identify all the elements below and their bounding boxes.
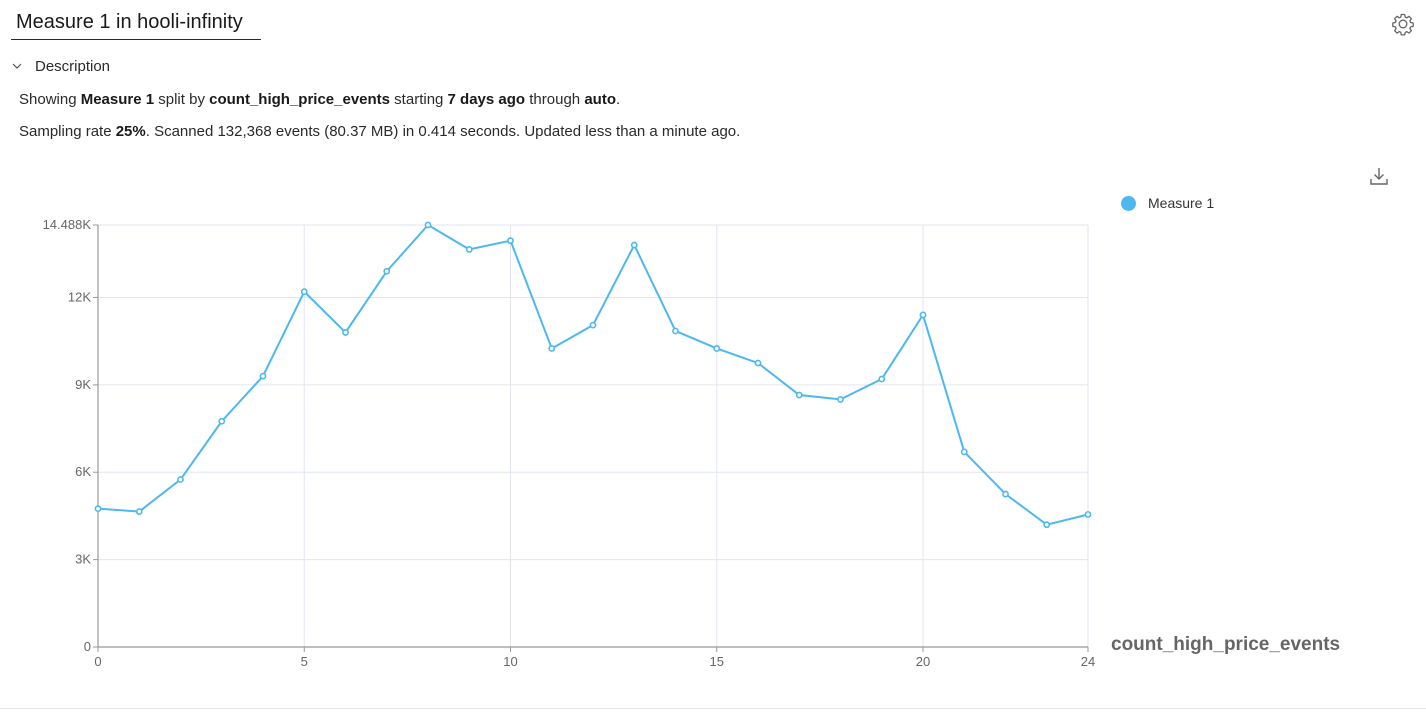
description-toggle[interactable]: Description bbox=[11, 56, 110, 76]
data-point bbox=[548, 345, 556, 352]
x-tick-label: 20 bbox=[916, 654, 930, 669]
data-point bbox=[94, 505, 102, 513]
y-tick-label: 12K bbox=[68, 289, 91, 304]
x-tick-label: 24 bbox=[1081, 654, 1095, 669]
data-point bbox=[837, 396, 844, 403]
data-point bbox=[1084, 511, 1092, 518]
chevron-down-icon bbox=[12, 63, 22, 69]
data-point bbox=[383, 267, 391, 275]
x-tick-label: 0 bbox=[94, 654, 101, 669]
measure-name: Measure 1 bbox=[80, 91, 155, 108]
x-tick-label: 5 bbox=[301, 654, 308, 669]
data-point bbox=[259, 372, 267, 380]
data-point bbox=[1002, 490, 1009, 498]
data-point bbox=[507, 237, 514, 245]
y-tick-label: 9K bbox=[75, 377, 91, 392]
description-query-summary: Showing Measure 1 split by count_high_pr… bbox=[19, 91, 621, 108]
data-point bbox=[919, 311, 927, 319]
data-point bbox=[424, 221, 432, 229]
data-point bbox=[672, 327, 679, 335]
sampling-rate: 25% bbox=[115, 123, 146, 140]
data-point bbox=[713, 345, 721, 352]
data-point bbox=[135, 508, 143, 515]
data-point bbox=[630, 241, 638, 249]
data-point bbox=[300, 288, 308, 296]
data-point bbox=[589, 321, 597, 329]
legend-label: Measure 1 bbox=[1148, 195, 1215, 211]
x-axis-title: count_high_price_events bbox=[1111, 634, 1341, 655]
y-tick-label: 6K bbox=[75, 464, 91, 479]
data-point bbox=[342, 329, 349, 336]
x-tick-label: 15 bbox=[710, 654, 724, 669]
data-point bbox=[795, 391, 803, 399]
x-tick-label: 10 bbox=[503, 654, 517, 669]
y-tick-label: 0 bbox=[84, 639, 91, 654]
chart-title-input[interactable] bbox=[11, 6, 261, 40]
split-dimension: count_high_price_events bbox=[209, 91, 391, 108]
y-tick-label: 14.488K bbox=[43, 217, 92, 232]
legend-swatch bbox=[1121, 195, 1136, 211]
data-point bbox=[1043, 521, 1051, 529]
download-icon[interactable] bbox=[1368, 165, 1390, 187]
line-chart: 0 3K 6K 9K 12K 14.488K 0 5 10 15 20 24 bbox=[43, 217, 1096, 669]
y-tick-label: 3K bbox=[75, 552, 91, 567]
start-time: 7 days ago bbox=[447, 91, 526, 108]
divider bbox=[0, 708, 1426, 709]
data-point bbox=[754, 359, 762, 367]
data-point bbox=[960, 448, 968, 456]
gear-icon[interactable] bbox=[1391, 12, 1415, 36]
legend-item-measure-1[interactable]: Measure 1 bbox=[1121, 195, 1214, 211]
data-point bbox=[465, 246, 473, 253]
data-point bbox=[878, 375, 886, 383]
data-point bbox=[177, 476, 184, 483]
series-line-measure-1 bbox=[97, 224, 1089, 526]
end-time: auto bbox=[584, 91, 616, 108]
data-point bbox=[218, 417, 226, 425]
description-label: Description bbox=[35, 57, 111, 75]
description-scan-stats: Sampling rate 25%. Scanned 132,368 event… bbox=[19, 123, 741, 140]
